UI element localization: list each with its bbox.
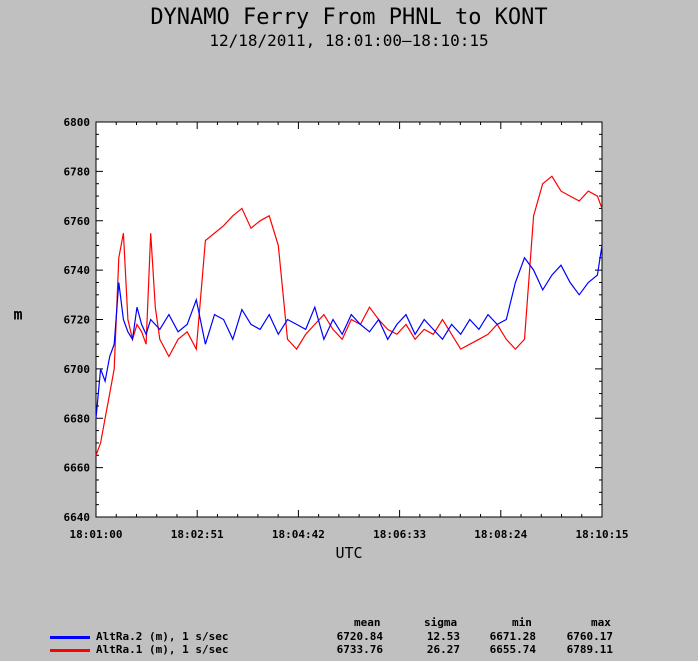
legend-series-name: AltRa.2 (m), 1 s/sec	[96, 630, 229, 643]
legend-row-altra1: AltRa.1 (m), 1 s/sec 6733.76 26.27 6655.…	[0, 643, 698, 657]
stat-header-max: max	[591, 616, 611, 629]
y-axis-label: m	[13, 306, 22, 324]
stat-min: 6655.74	[489, 643, 536, 656]
legend-swatch-blue	[50, 636, 90, 639]
y-tick-label: 6740	[64, 264, 91, 277]
x-tick-label: 18:08:24	[474, 528, 527, 541]
chart-subtitle: 12/18/2011, 18:01:00–18:10:15	[209, 31, 489, 50]
stat-sigma: 12.53	[426, 630, 460, 643]
stat-sigma: 26.27	[426, 643, 460, 656]
y-tick-label: 6640	[64, 511, 91, 524]
stat-header-min: min	[512, 616, 532, 629]
stat-header-sigma: sigma	[424, 616, 458, 629]
x-tick-label: 18:04:42	[272, 528, 325, 541]
stat-max: 6760.17	[566, 630, 613, 643]
y-tick-label: 6680	[64, 412, 91, 425]
legend-swatch-red	[50, 649, 90, 652]
x-axis-label: UTC	[335, 544, 362, 562]
stat-mean: 6720.84	[336, 630, 383, 643]
x-tick-label: 18:06:33	[373, 528, 426, 541]
x-tick-label: 18:10:15	[576, 528, 629, 541]
stat-min: 6671.28	[489, 630, 536, 643]
stat-mean: 6733.76	[336, 643, 383, 656]
series-line-altra1	[95, 175, 603, 456]
y-tick-label: 6720	[64, 314, 91, 327]
x-tick-label: 18:01:00	[70, 528, 123, 541]
x-tick-label: 18:02:51	[171, 528, 224, 541]
legend: mean sigma min max AltRa.2 (m), 1 s/sec …	[0, 616, 698, 661]
chart-title: DYNAMO Ferry From PHNL to KONT	[150, 5, 548, 30]
series-line-altra2	[95, 245, 603, 419]
legend-series-name: AltRa.1 (m), 1 s/sec	[96, 643, 229, 656]
legend-row-altra2: AltRa.2 (m), 1 s/sec 6720.84 12.53 6671.…	[0, 630, 698, 644]
y-tick-label: 6700	[64, 363, 91, 376]
stat-header-mean: mean	[354, 616, 381, 629]
y-tick-label: 6760	[64, 215, 91, 228]
stat-max: 6789.11	[566, 643, 613, 656]
y-tick-label: 6660	[64, 462, 91, 475]
y-tick-label: 6800	[64, 116, 91, 129]
y-tick-label: 6780	[64, 165, 91, 178]
